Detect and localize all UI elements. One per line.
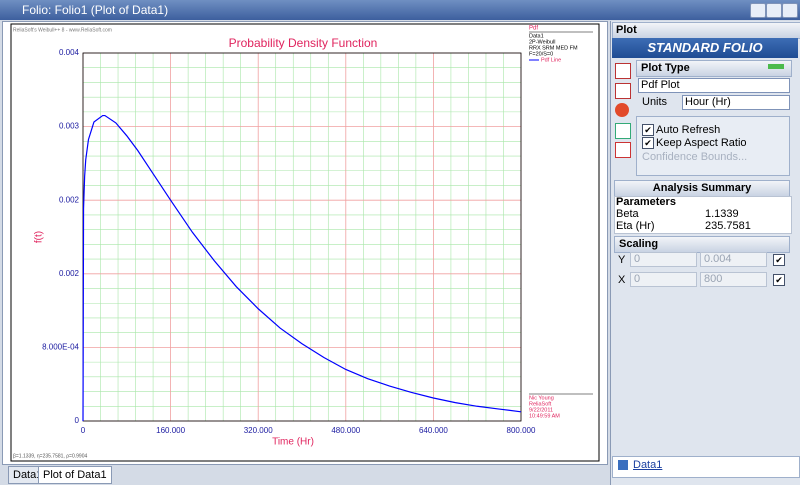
tool-icon[interactable]: [615, 83, 631, 99]
paper: [10, 23, 600, 462]
max-input[interactable]: 0.004: [700, 252, 767, 267]
checkbox[interactable]: ✔: [642, 124, 654, 136]
tool-icon[interactable]: [615, 63, 631, 79]
banner: STANDARD FOLIO: [612, 38, 798, 58]
min-input[interactable]: 0: [630, 272, 697, 287]
x-tick-label: 480.000: [331, 426, 360, 435]
signature-line: 10:49:59 AM: [529, 413, 560, 419]
chart-title: Probability Density Function: [229, 36, 378, 50]
summary-table: [614, 196, 792, 234]
option-label: Auto Refresh: [656, 124, 721, 136]
max-input[interactable]: 800: [700, 272, 767, 287]
window-title: Folio: Folio1 (Plot of Data1): [22, 3, 169, 17]
x-tick-label: 640.000: [419, 426, 448, 435]
min-input[interactable]: 0: [630, 252, 697, 267]
param-value: 1.1339: [705, 208, 739, 220]
param-name: Eta (Hr): [616, 220, 655, 232]
confidence-bounds-link[interactable]: Confidence Bounds...: [642, 151, 748, 163]
section-header: Scaling: [614, 236, 790, 253]
param-value: 235.7581: [705, 220, 751, 232]
panel-title: Plot: [612, 22, 800, 39]
legend-label: Pdf Line: [541, 57, 561, 63]
units-select[interactable]: Hour (Hr): [682, 95, 790, 110]
y-tick-label: 0.004: [59, 48, 80, 57]
units-label: Units: [642, 96, 668, 108]
axis-name: Y: [618, 254, 626, 266]
y-tick-label: 0: [75, 416, 80, 425]
section-header: Analysis Summary: [614, 180, 790, 197]
plot-frame: ReliaSoft's Weibull++ 8 - www.ReliaSoft.…: [2, 21, 608, 465]
y-tick-label: 0.002: [59, 269, 80, 278]
watermark: ReliaSoft's Weibull++ 8 - www.ReliaSoft.…: [13, 27, 112, 33]
legend-header: Pdf: [529, 26, 538, 32]
maximize-button[interactable]: [766, 3, 782, 18]
title-bar: Folio: Folio1 (Plot of Data1): [0, 0, 800, 20]
checkbox[interactable]: ✔: [642, 137, 654, 149]
legend-line: F=20/S=0: [529, 51, 553, 57]
y-tick-label: 0.002: [59, 195, 80, 204]
summary-subheader: Parameters: [616, 196, 676, 208]
checkbox[interactable]: ✔: [773, 254, 785, 266]
signature-line: ReliaSoft: [529, 401, 552, 407]
axis-name: X: [618, 274, 626, 286]
minimize-button[interactable]: [750, 3, 766, 18]
tab[interactable]: Data1: [8, 466, 48, 484]
tool-icon[interactable]: [615, 103, 629, 117]
x-tick-label: 800.000: [507, 426, 536, 435]
tab-active[interactable]: Plot of Data1: [38, 466, 112, 484]
x-tick-label: 0: [81, 426, 86, 435]
param-name: Beta: [616, 208, 639, 220]
legend-line: Data1: [529, 33, 544, 39]
tool-icon[interactable]: [615, 123, 631, 139]
legend-line: 2P-Weibull: [529, 39, 556, 45]
stats-line: β=1.1339, η=235.7581, ρ=0.9904: [13, 453, 87, 459]
y-tick-label: 8.000E-04: [42, 343, 79, 352]
option-label: Keep Aspect Ratio: [656, 137, 747, 149]
tool-icon[interactable]: [615, 142, 631, 158]
plot-type-select[interactable]: Pdf Plot: [638, 78, 790, 93]
signature-line: Nic Young: [529, 395, 554, 401]
x-axis-title: Time (Hr): [272, 437, 314, 448]
data-link[interactable]: Data1: [633, 459, 663, 471]
data-icon: [618, 460, 628, 470]
x-tick-label: 320.000: [244, 426, 273, 435]
close-button[interactable]: [782, 3, 798, 18]
checkbox[interactable]: ✔: [773, 274, 785, 286]
x-tick-label: 160.000: [156, 426, 185, 435]
options-box: [636, 116, 790, 176]
signature-line: 9/22/2011: [529, 407, 553, 413]
section-header: Plot Type: [636, 60, 792, 77]
pdf-line: [82, 114, 522, 422]
y-tick-label: 0.003: [59, 122, 80, 131]
header-indicator: [768, 64, 784, 69]
chart: ReliaSoft's Weibull++ 8 - www.ReliaSoft.…: [10, 23, 600, 462]
y-axis-title: f(t): [34, 231, 45, 243]
legend-line: RRX SRM MED FM: [529, 45, 578, 51]
